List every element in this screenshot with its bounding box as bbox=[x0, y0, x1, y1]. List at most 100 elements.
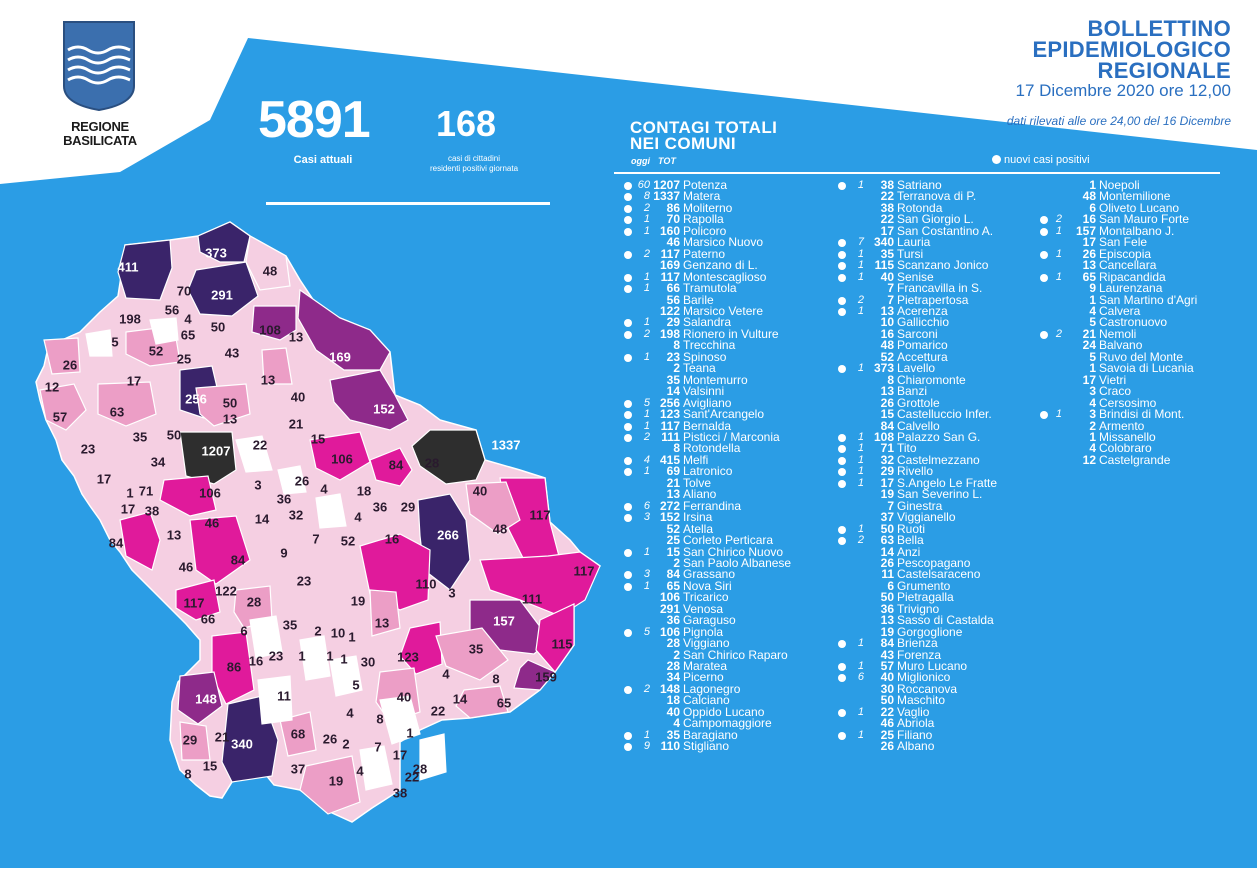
municipality-column-2: 1 38 Satriano 22 Terranova di P. 38 Rotonda 22 S… bbox=[834, 178, 1054, 754]
map-case-label: 266 bbox=[437, 527, 459, 542]
new-case-dot-icon bbox=[624, 731, 632, 740]
map-case-label: 21 bbox=[215, 729, 229, 744]
map-municipality-area bbox=[159, 475, 217, 517]
new-case-dot-icon bbox=[624, 685, 632, 694]
map-case-label: 38 bbox=[393, 785, 407, 800]
municipality-row: 6 40 Miglionico bbox=[834, 671, 1054, 684]
municipality-row: 50 Maschito bbox=[834, 694, 1054, 706]
map-case-label: 10 bbox=[331, 625, 345, 640]
municipality-today: 2 bbox=[1055, 213, 1062, 226]
map-case-label: 1 bbox=[406, 725, 413, 740]
municipality-row: 4 Colobraro bbox=[1040, 442, 1250, 454]
municipality-row: 1 26 Episcopia bbox=[1040, 247, 1250, 260]
municipality-row: 1 50 Ruoti bbox=[834, 521, 1054, 536]
municipality-total: 272 bbox=[659, 498, 680, 513]
map-case-label: 52 bbox=[149, 343, 163, 358]
municipality-total: 16 bbox=[880, 326, 894, 341]
municipality-row: 22 Terranova di P. bbox=[834, 190, 1054, 202]
municipality-name: Bella bbox=[897, 533, 924, 548]
municipality-total: 38 bbox=[880, 178, 894, 192]
municipality-total: 86 bbox=[666, 200, 680, 215]
municipality-row: 19 Gorgoglione bbox=[834, 625, 1054, 638]
municipality-row: 1 22 Vaglio bbox=[834, 704, 1054, 719]
municipality-name: Senise bbox=[897, 269, 934, 284]
new-case-dot-icon bbox=[838, 731, 846, 740]
map-case-label: 68 bbox=[291, 726, 305, 741]
map-municipality-area bbox=[187, 261, 259, 317]
municipality-row: 4 Campomaggiore bbox=[614, 716, 834, 731]
municipality-total: 22 bbox=[880, 704, 894, 719]
municipality-name: Stigliano bbox=[683, 739, 730, 754]
municipality-name: Roccanova bbox=[897, 681, 958, 696]
municipality-name: Campomaggiore bbox=[683, 716, 772, 731]
new-case-dot-icon bbox=[1040, 411, 1048, 420]
municipality-name: Ruoti bbox=[897, 521, 926, 536]
municipality-today: 1 bbox=[857, 465, 864, 478]
municipality-today: 1 bbox=[1055, 408, 1062, 421]
municipality-name: Grottole bbox=[897, 395, 940, 410]
map-municipality-area bbox=[235, 435, 273, 473]
municipality-today: 6 bbox=[643, 499, 650, 512]
municipality-name: Balvano bbox=[1099, 338, 1143, 353]
map-municipality-area bbox=[411, 429, 486, 485]
municipality-name: Calciano bbox=[683, 693, 730, 708]
municipality-row: 26 Albano bbox=[834, 739, 1054, 754]
municipality-total: 13 bbox=[666, 487, 680, 502]
new-case-dot-icon bbox=[1040, 227, 1048, 236]
map-case-label: 117 bbox=[184, 595, 205, 610]
municipality-name: Scanzano Jonico bbox=[897, 258, 989, 273]
municipality-total: 5 bbox=[1089, 349, 1096, 364]
map-municipality-area bbox=[359, 745, 393, 791]
municipality-total: 71 bbox=[880, 441, 894, 456]
municipality-name: Nova Siri bbox=[683, 578, 732, 593]
municipality-total: 22 bbox=[880, 212, 894, 227]
new-case-dot-icon bbox=[1040, 250, 1048, 259]
section-title-line-2: NEI COMUNI bbox=[630, 134, 736, 153]
municipality-row: 13 Sasso di Castalda bbox=[834, 614, 1054, 626]
municipality-row: 25 Corleto Perticara bbox=[614, 533, 834, 548]
municipality-today: 1 bbox=[857, 179, 864, 191]
municipality-row: 1 Missanello bbox=[1040, 431, 1250, 443]
municipality-today: 1 bbox=[857, 270, 864, 283]
municipality-name: Policoro bbox=[683, 223, 727, 238]
municipality-today: 1 bbox=[857, 442, 864, 455]
map-case-label: 1337 bbox=[492, 437, 521, 452]
legend-label: nuovi casi positivi bbox=[1004, 154, 1090, 166]
municipality-row: 1 160 Policoro bbox=[614, 223, 834, 238]
municipality-today: 2 bbox=[857, 534, 864, 547]
map-case-label: 84 bbox=[109, 535, 124, 550]
municipality-total: 26 bbox=[880, 555, 894, 570]
municipality-total: 25 bbox=[666, 533, 680, 548]
municipality-total: 35 bbox=[880, 246, 894, 261]
municipality-row: 6 Oliveto Lucano bbox=[1040, 202, 1250, 214]
municipality-total: 66 bbox=[666, 281, 680, 296]
map-case-label: 12 bbox=[45, 379, 59, 394]
municipality-name: Spinoso bbox=[683, 349, 727, 364]
municipality-row: 12 Castelgrande bbox=[1040, 454, 1250, 466]
municipality-row: 46 Abriola bbox=[834, 717, 1054, 729]
new-case-dot-icon bbox=[624, 411, 632, 420]
municipality-total: 2 bbox=[673, 647, 680, 662]
municipality-name: Tricarico bbox=[683, 590, 729, 605]
municipality-today: 3 bbox=[643, 568, 650, 581]
municipality-total: 18 bbox=[666, 693, 680, 708]
municipality-today: 1 bbox=[857, 705, 864, 718]
municipality-name: Ginestra bbox=[897, 498, 943, 513]
municipality-row: 2 7 Pietrapertosa bbox=[834, 293, 1054, 306]
new-case-dot-icon bbox=[624, 216, 632, 225]
map-municipality-area bbox=[513, 659, 556, 691]
municipality-name: Sant'Arcangelo bbox=[683, 407, 765, 422]
municipality-total: 17 bbox=[880, 223, 894, 238]
municipality-name: Montescaglioso bbox=[683, 269, 767, 284]
map-municipality-area bbox=[43, 337, 81, 375]
active-cases-value: 5891 bbox=[258, 91, 371, 149]
municipality-name: Montalbano J. bbox=[1099, 223, 1175, 238]
municipality-total: 26 bbox=[880, 739, 894, 754]
municipality-row: 26 Pescopagano bbox=[834, 555, 1054, 570]
new-case-dot-icon bbox=[838, 479, 846, 488]
municipality-name: Armento bbox=[1099, 418, 1145, 433]
map-municipality-area bbox=[189, 515, 251, 585]
municipality-row: 36 Garaguso bbox=[614, 614, 834, 626]
